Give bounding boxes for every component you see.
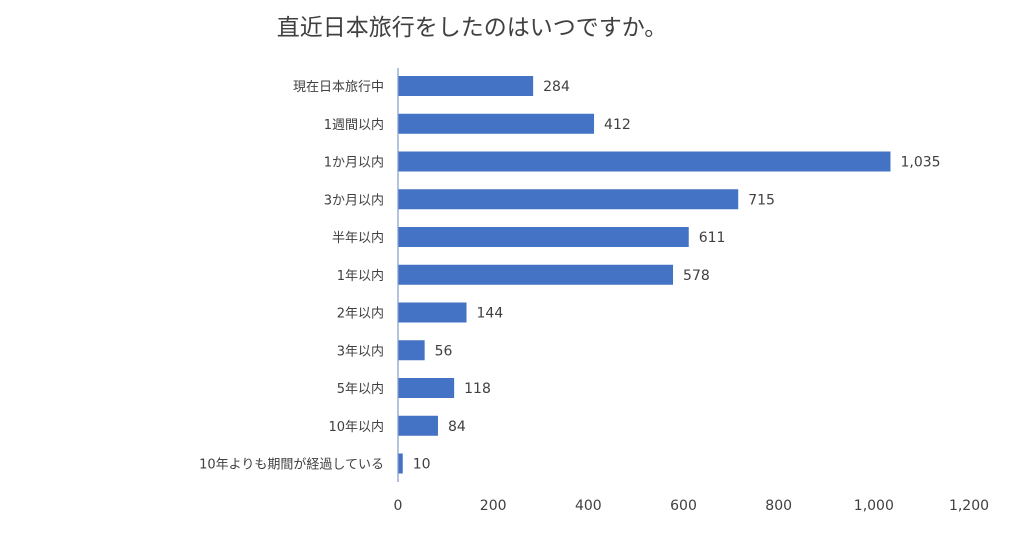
category-label: 1年以内	[337, 268, 384, 284]
data-label: 611	[699, 230, 726, 246]
category-label: 10年よりも期間が経過している	[199, 458, 384, 473]
data-label: 412	[604, 117, 631, 133]
bar-2	[398, 151, 891, 172]
category-label: 1週間以内	[324, 117, 384, 133]
bars-layer	[398, 76, 891, 474]
data-label: 715	[748, 192, 775, 208]
x-tick-label: 1,200	[949, 498, 989, 514]
data-label: 1,035	[900, 155, 940, 171]
category-label: 3年以内	[337, 343, 384, 359]
data-label: 10	[413, 457, 431, 473]
bar-6	[398, 302, 467, 323]
bar-1	[398, 113, 595, 134]
bar-4	[398, 227, 689, 247]
data-label: 118	[464, 381, 491, 397]
data-label: 578	[683, 268, 710, 284]
category-label: 1か月以内	[324, 155, 384, 171]
category-label: 3か月以内	[324, 192, 384, 208]
x-tick-label: 600	[670, 498, 697, 514]
x-tick-label: 400	[575, 498, 602, 514]
bar-9	[398, 415, 438, 436]
x-axis-ticks: 0 200 400 600 800 1,000 1,200	[394, 498, 990, 514]
x-tick-label: 1,000	[854, 498, 894, 514]
x-tick-label: 800	[765, 498, 792, 514]
bar-8	[398, 378, 455, 398]
value-labels: 284 412 1,035 715 611 578 144 56 118 84 10	[413, 79, 941, 473]
bar-5	[398, 264, 674, 285]
category-label: 半年以内	[332, 230, 384, 246]
chart-title: 直近日本旅行をしたのはいつですか。	[276, 15, 668, 41]
category-label: 2年以内	[337, 306, 384, 322]
category-label: 10年以内	[328, 419, 384, 435]
bar-0	[398, 76, 534, 96]
x-tick-label: 200	[480, 498, 507, 514]
category-label: 現在日本旅行中	[293, 80, 384, 95]
bar-10	[398, 453, 403, 474]
bar-3	[398, 189, 739, 210]
x-tick-label: 0	[394, 498, 403, 514]
data-label: 84	[448, 419, 466, 435]
data-label: 284	[543, 79, 570, 95]
data-label: 56	[435, 343, 453, 359]
data-label: 144	[477, 306, 504, 322]
bar-7	[398, 340, 425, 361]
category-label: 5年以内	[337, 381, 384, 397]
